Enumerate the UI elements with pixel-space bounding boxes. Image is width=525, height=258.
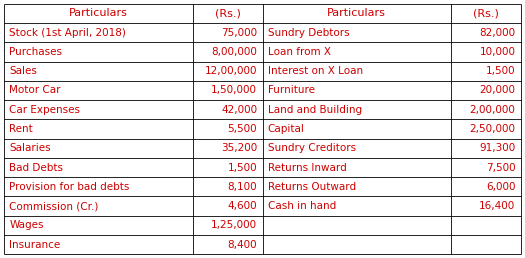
Text: Sundry Creditors: Sundry Creditors bbox=[268, 143, 356, 153]
Text: 12,00,000: 12,00,000 bbox=[205, 66, 257, 76]
Text: Particulars: Particulars bbox=[328, 9, 386, 19]
Text: 91,300: 91,300 bbox=[479, 143, 516, 153]
Text: 5,500: 5,500 bbox=[228, 124, 257, 134]
Text: Loan from X: Loan from X bbox=[268, 47, 331, 57]
Text: 1,25,000: 1,25,000 bbox=[211, 220, 257, 230]
Text: 10,000: 10,000 bbox=[479, 47, 516, 57]
Text: 1,500: 1,500 bbox=[228, 163, 257, 173]
Text: (Rs.): (Rs.) bbox=[215, 9, 240, 19]
Text: Insurance: Insurance bbox=[9, 239, 61, 249]
Text: 2,00,000: 2,00,000 bbox=[470, 105, 516, 115]
Text: Particulars: Particulars bbox=[69, 9, 128, 19]
Text: 16,400: 16,400 bbox=[479, 201, 516, 211]
Text: Returns Inward: Returns Inward bbox=[268, 163, 346, 173]
Text: Sundry Debtors: Sundry Debtors bbox=[268, 28, 349, 38]
Text: Commission (Cr.): Commission (Cr.) bbox=[9, 201, 99, 211]
Text: 8,00,000: 8,00,000 bbox=[212, 47, 257, 57]
Text: Motor Car: Motor Car bbox=[9, 85, 61, 95]
Text: 1,500: 1,500 bbox=[486, 66, 516, 76]
Text: Furniture: Furniture bbox=[268, 85, 315, 95]
Text: Provision for bad debts: Provision for bad debts bbox=[9, 182, 130, 192]
Text: 42,000: 42,000 bbox=[221, 105, 257, 115]
Text: Capital: Capital bbox=[268, 124, 304, 134]
Text: 35,200: 35,200 bbox=[221, 143, 257, 153]
Text: 82,000: 82,000 bbox=[479, 28, 516, 38]
Text: Rent: Rent bbox=[9, 124, 33, 134]
Text: 1,50,000: 1,50,000 bbox=[211, 85, 257, 95]
Text: Wages: Wages bbox=[9, 220, 44, 230]
Text: 6,000: 6,000 bbox=[486, 182, 516, 192]
Text: Land and Building: Land and Building bbox=[268, 105, 362, 115]
Text: (Rs.): (Rs.) bbox=[473, 9, 499, 19]
Text: Car Expenses: Car Expenses bbox=[9, 105, 80, 115]
Text: Bad Debts: Bad Debts bbox=[9, 163, 64, 173]
Text: 7,500: 7,500 bbox=[486, 163, 516, 173]
Text: Returns Outward: Returns Outward bbox=[268, 182, 356, 192]
Text: 8,100: 8,100 bbox=[228, 182, 257, 192]
Text: Purchases: Purchases bbox=[9, 47, 62, 57]
Text: 20,000: 20,000 bbox=[479, 85, 516, 95]
Text: Stock (1st April, 2018): Stock (1st April, 2018) bbox=[9, 28, 127, 38]
Text: Salaries: Salaries bbox=[9, 143, 51, 153]
Text: Sales: Sales bbox=[9, 66, 37, 76]
Text: 8,400: 8,400 bbox=[228, 239, 257, 249]
Text: Cash in hand: Cash in hand bbox=[268, 201, 336, 211]
Text: 2,50,000: 2,50,000 bbox=[469, 124, 516, 134]
Text: Interest on X Loan: Interest on X Loan bbox=[268, 66, 363, 76]
Text: 4,600: 4,600 bbox=[228, 201, 257, 211]
Text: 75,000: 75,000 bbox=[221, 28, 257, 38]
